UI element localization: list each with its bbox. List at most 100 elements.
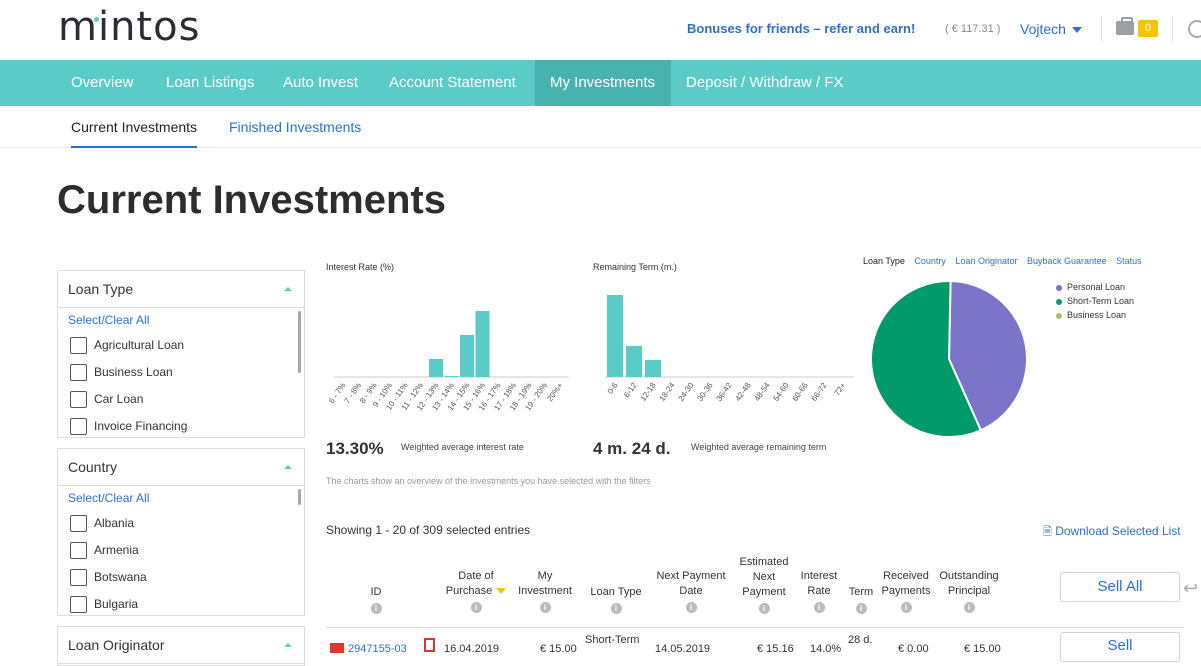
loan-id-link[interactable]: 2947155-03 [348, 643, 407, 655]
divider [1101, 16, 1102, 42]
interest-rate: 14.0% [810, 643, 842, 655]
bonus-link[interactable]: Bonuses for friends – refer and earn! [687, 21, 916, 36]
file-icon: 🗎 [1043, 526, 1052, 538]
checkbox-option[interactable]: Albania [58, 510, 304, 537]
pie-tab-status[interactable]: Status [1116, 256, 1142, 266]
briefcase-icon[interactable] [1116, 17, 1134, 35]
checkbox-option[interactable]: Car Loan [58, 386, 304, 413]
checkbox[interactable] [70, 391, 87, 409]
nav-auto-invest[interactable]: Auto Invest [283, 74, 359, 91]
logo-dot [94, 17, 99, 22]
divider [1172, 16, 1173, 42]
account-balance: ( € 117.31 ) [945, 23, 1001, 35]
avg-interest-value: 13.30% [326, 439, 384, 458]
checkbox[interactable] [70, 418, 87, 436]
info-icon[interactable]: i [470, 602, 482, 613]
user-menu[interactable]: Vojtech [1020, 21, 1082, 37]
legend-item: Personal Loan [1056, 280, 1134, 294]
nav-loan-listings[interactable]: Loan Listings [166, 74, 255, 91]
pie-tab-loan-originator[interactable]: Loan Originator [955, 256, 1018, 266]
nav-overview[interactable]: Overview [71, 74, 134, 91]
checkbox-option[interactable]: Botswana [58, 564, 304, 591]
tick-label: 60-66 [791, 381, 810, 403]
chart-note: The charts show an overview of the inves… [326, 476, 651, 486]
pie-tabs: Loan Type Country Loan Originator Buybac… [863, 256, 1149, 266]
chart-bar [460, 335, 474, 377]
info-icon[interactable]: i [758, 603, 770, 614]
user-name: Vojtech [1020, 21, 1066, 37]
legend-dot [1056, 312, 1062, 319]
col-next-payment-date[interactable]: Next Payment Date i [656, 570, 726, 613]
checkbox[interactable] [70, 515, 87, 533]
term-chart-title: Remaining Term (m.) [593, 262, 677, 272]
tick-label: 36-42 [715, 381, 734, 403]
investment-amount: € 15.00 [540, 643, 577, 655]
info-icon[interactable]: i [963, 602, 975, 613]
purchase-date: 16.04.2019 [444, 643, 500, 655]
checkbox[interactable] [70, 364, 87, 382]
checkbox-option[interactable]: Armenia [58, 537, 304, 564]
tab-finished-investments[interactable]: Finished Investments [229, 119, 362, 135]
legend-dot [1056, 284, 1062, 291]
sell-all-button[interactable]: Sell All [1060, 572, 1180, 602]
col-loan-type[interactable]: Loan Type i [590, 586, 642, 614]
select-clear-all-link[interactable]: Select/Clear All [68, 313, 150, 327]
legend-item: Short-Term Loan [1056, 294, 1134, 308]
mintos-logo[interactable]: mintos [58, 4, 201, 50]
pdf-icon[interactable] [424, 638, 435, 652]
checkbox[interactable] [70, 337, 87, 355]
checkbox-option[interactable]: Bulgaria [58, 591, 304, 615]
col-my-investment[interactable]: My Investment i [518, 570, 572, 613]
table-divider [326, 627, 1184, 628]
checkbox-option[interactable]: Business Loan [58, 359, 304, 386]
checkbox-option[interactable]: Agricultural Loan [58, 332, 304, 359]
col-interest-rate[interactable]: Interest Rate i [800, 570, 838, 613]
nav-account-statement[interactable]: Account Statement [389, 74, 516, 91]
checkbox[interactable] [70, 569, 87, 587]
undo-icon[interactable]: ↩ [1183, 578, 1199, 598]
scrollbar[interactable] [298, 311, 301, 373]
filter-header[interactable]: Loan Originator [58, 627, 304, 664]
col-est-next-payment[interactable]: Estimated Next Payment i [739, 556, 789, 614]
col-received-payments[interactable]: Received Payments i [881, 570, 931, 613]
select-clear-all-link[interactable]: Select/Clear All [68, 491, 150, 505]
chart-bar [444, 376, 459, 377]
info-icon[interactable]: i [539, 602, 551, 613]
download-list-link[interactable]: 🗎 Download Selected List [1043, 524, 1181, 538]
filter-loan-originator: Loan Originator [57, 626, 305, 666]
page-title: Current Investments [57, 178, 446, 222]
checkbox[interactable] [70, 542, 87, 560]
nav-my-investments[interactable]: My Investments [535, 60, 671, 106]
checkbox[interactable] [70, 596, 87, 614]
scrollbar[interactable] [298, 489, 301, 505]
pie-tab-country[interactable]: Country [914, 256, 946, 266]
tick-label: 42-48 [734, 381, 753, 403]
nav-deposit-withdraw[interactable]: Deposit / Withdraw / FX [686, 74, 844, 91]
outstanding-principal: € 15.00 [964, 643, 1001, 655]
logout-icon[interactable] [1188, 20, 1201, 38]
sell-button[interactable]: Sell [1060, 632, 1180, 662]
entries-count: Showing 1 - 20 of 309 selected entries [326, 523, 531, 537]
tab-current-investments[interactable]: Current Investments [71, 119, 198, 148]
col-date-purchase[interactable]: Date of Purchase i [436, 569, 516, 613]
col-term[interactable]: Term i [848, 586, 874, 614]
briefcase-count-badge: 0 [1138, 20, 1158, 37]
interest-chart-title: Interest Rate (%) [326, 262, 395, 272]
chevron-up-icon [284, 287, 292, 291]
pie-tab-buyback-guarantee[interactable]: Buyback Guarantee [1026, 256, 1107, 266]
info-icon[interactable]: i [813, 602, 825, 613]
info-icon[interactable]: i [900, 602, 912, 613]
checkbox-option[interactable]: Invoice Financing [58, 413, 304, 437]
pie-tab-loan-type[interactable]: Loan Type [863, 256, 905, 266]
info-icon[interactable]: i [610, 603, 622, 614]
filter-header[interactable]: Loan Type [58, 271, 304, 308]
loan-type-pie-chart [870, 279, 1028, 438]
col-outstanding-principal[interactable]: Outstanding Principal i [939, 570, 999, 613]
legend-item: Business Loan [1056, 308, 1134, 322]
filter-header[interactable]: Country [58, 449, 304, 486]
tick-label: 72+ [832, 381, 847, 398]
info-icon[interactable]: i [370, 603, 382, 614]
info-icon[interactable]: i [685, 602, 697, 613]
col-id[interactable]: ID i [370, 586, 382, 614]
info-icon[interactable]: i [855, 603, 867, 614]
